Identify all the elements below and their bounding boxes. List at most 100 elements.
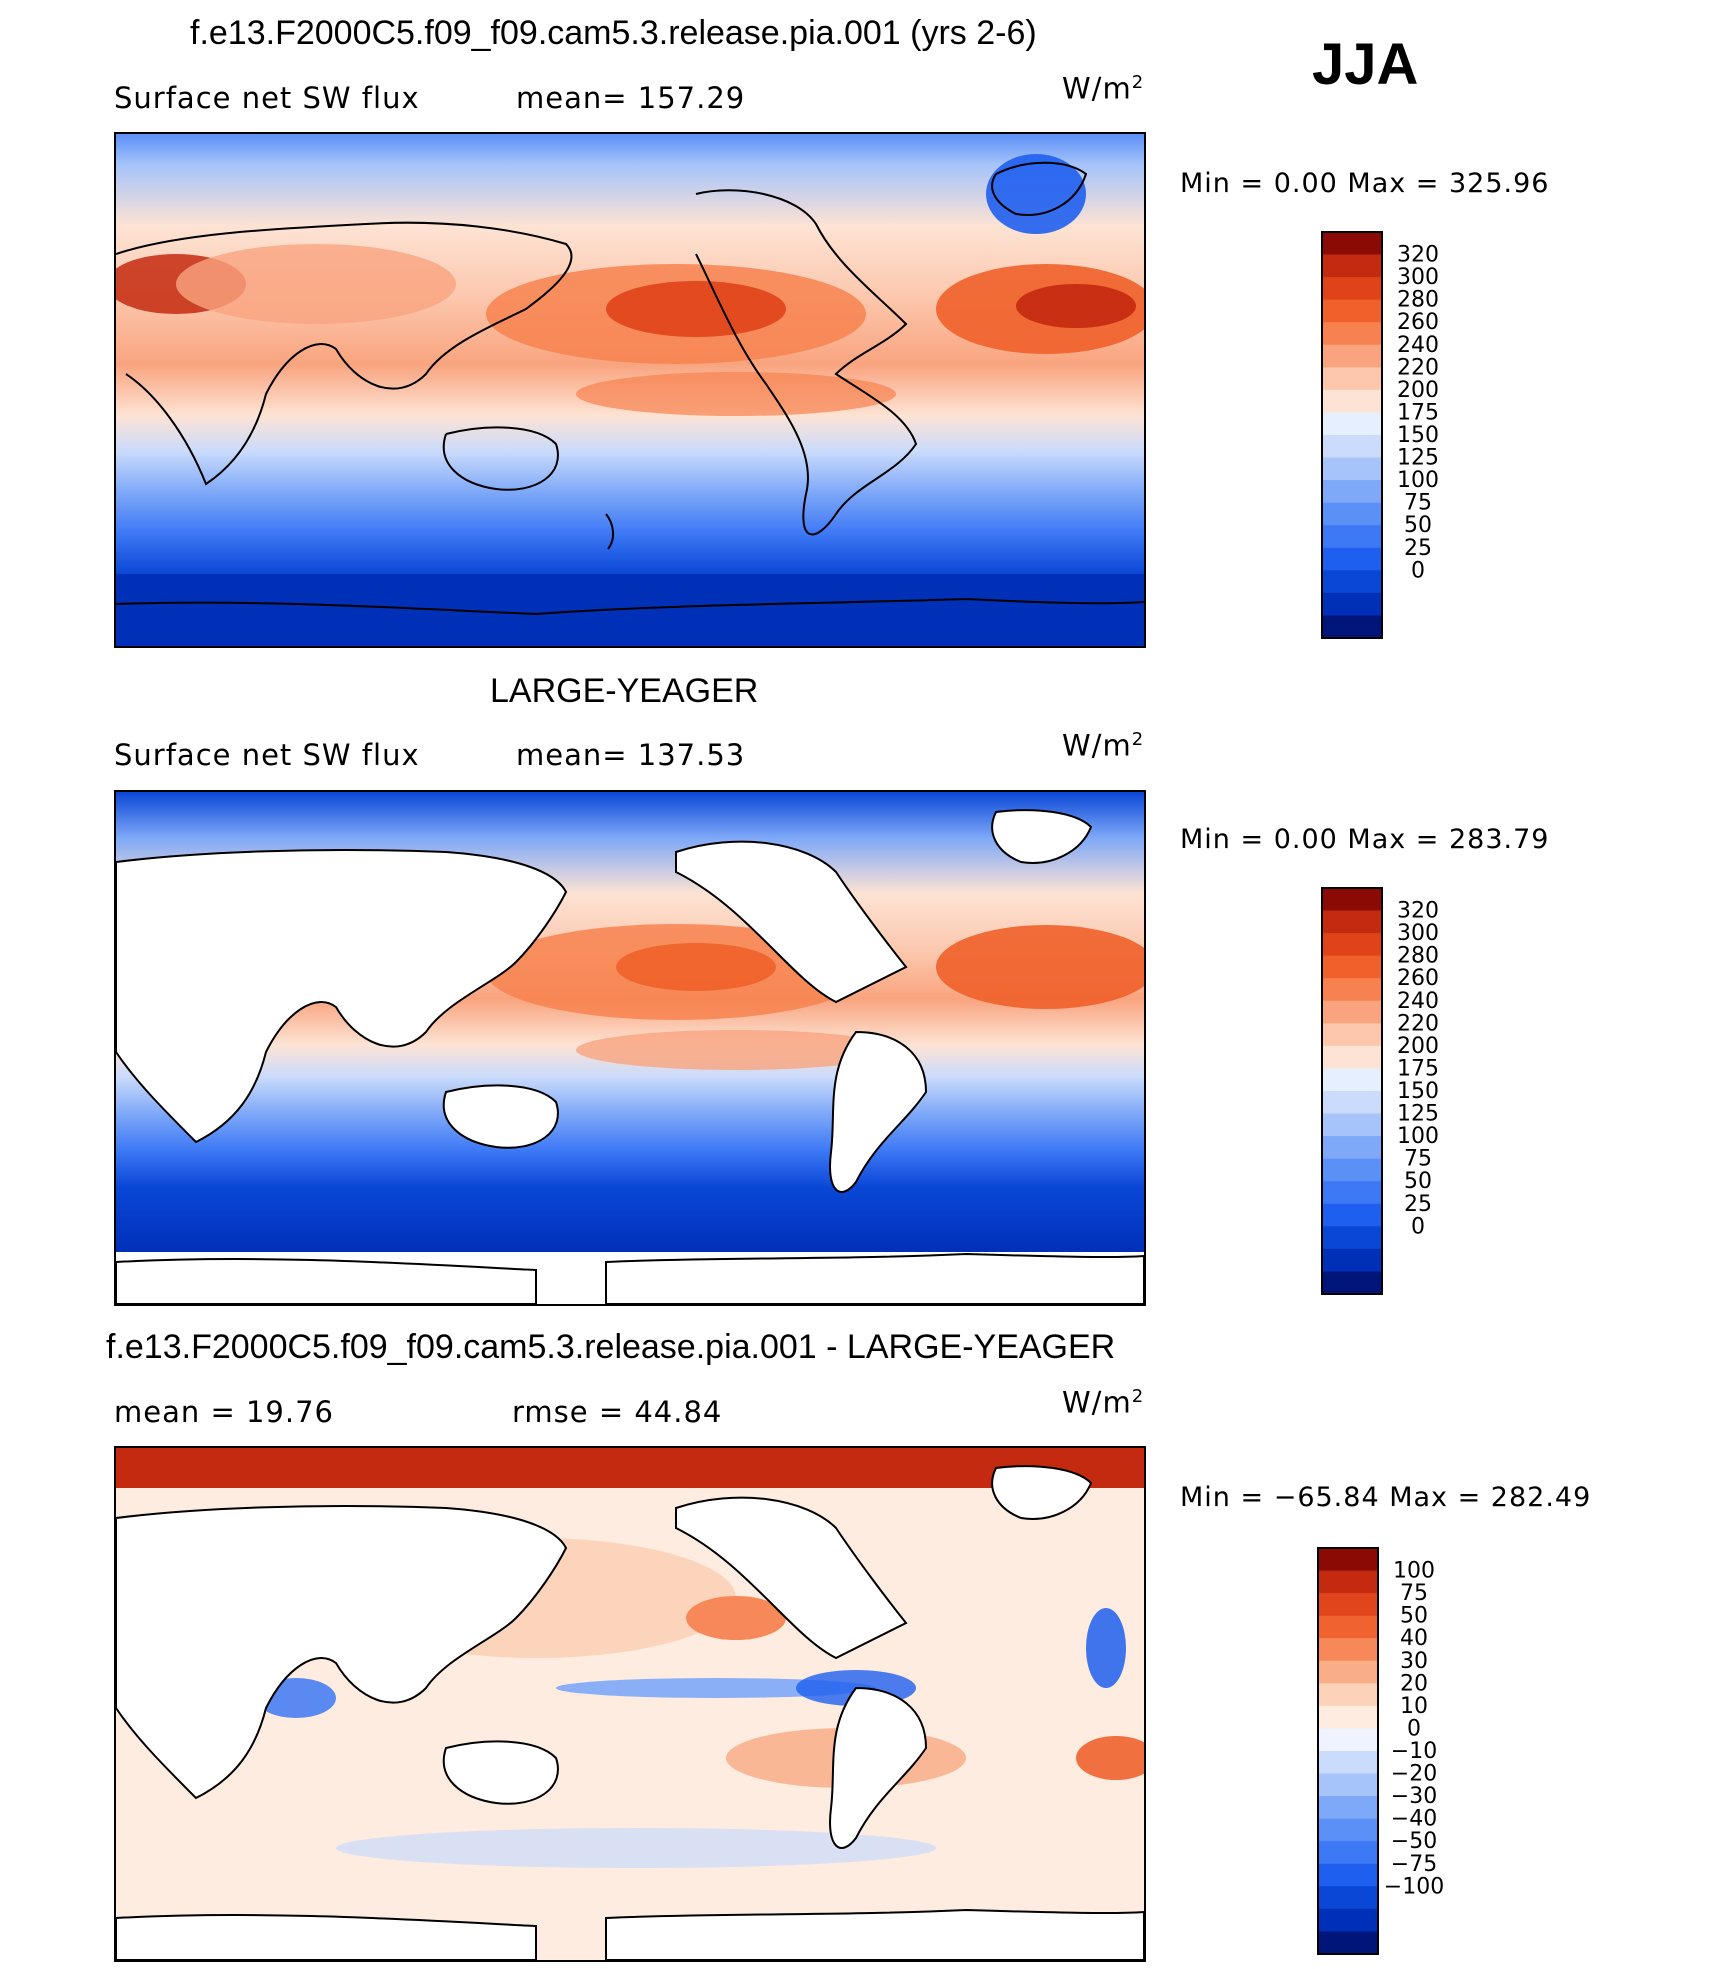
panel-1-colorbar-tick-label: 280 [1397, 288, 1439, 313]
panel-1-colorbar: 320 300 280 260 240 220 200 175 150 125 100 75 50 25 0 [1321, 231, 1522, 640]
panel-3-colorbar-tick-label: 0 [1407, 1716, 1421, 1741]
panel-3-colorbar-swatch [1318, 1660, 1378, 1684]
panel-1-title: f.e13.F2000C5.f09_f09.cam5.3.release.pia… [190, 14, 1037, 52]
panel-2-colorbar-tick-label: 220 [1397, 1011, 1439, 1036]
panel-3-colorbar-swatch [1318, 1548, 1378, 1572]
panel-1-field-label: Surface net SW flux [114, 81, 420, 115]
panel-3-colorbar: 100 75 50 40 30 20 10 0 −10 −20 −30 −40 −50 −75 −100 [1317, 1547, 1518, 1956]
panel-2-map [114, 790, 1146, 1306]
panel-3-colorbar-swatch [1318, 1593, 1378, 1617]
panel-3-colorbar-swatch [1318, 1773, 1378, 1797]
panel-1-colorbar-tick-label: 75 [1404, 491, 1432, 516]
panel-2-field-label: Surface net SW flux [114, 738, 420, 772]
panel-2-colorbar-tick-label: 75 [1404, 1147, 1432, 1172]
panel-2-colorbar-swatch [1322, 1203, 1382, 1227]
panel-3-colorbar-swatch [1318, 1751, 1378, 1775]
panel-1-colorbar-swatch [1322, 367, 1382, 391]
panel-1-colorbar-swatch [1322, 615, 1382, 639]
panel-3-colorbar-tick-label: −100 [1384, 1874, 1444, 1899]
panel-2-colorbar-swatch [1322, 1136, 1382, 1160]
panel-1-colorbar-swatch [1322, 389, 1382, 413]
panel-3-map [114, 1446, 1146, 1962]
panel-3-colorbar-swatch [1318, 1818, 1378, 1842]
panel-1-colorbar-tick-label: 300 [1397, 265, 1439, 290]
panel-3-colorbar-tick-label: 10 [1400, 1694, 1428, 1719]
panel-1-colorbar-swatch [1322, 547, 1382, 571]
panel-2-minmax: Min = 0.00 Max = 283.79 [1180, 824, 1550, 855]
panel-3-colorbar-swatch [1318, 1931, 1378, 1955]
panel-2-colorbar-swatch [1322, 1158, 1382, 1182]
panel-3-colorbar-swatch [1318, 1863, 1378, 1887]
panel-2-colorbar-tick-label: 25 [1404, 1192, 1432, 1217]
panel-1-colorbar-tick-label: 260 [1397, 310, 1439, 335]
panel-2-colorbar-swatch [1322, 1023, 1382, 1047]
panel-1-colorbar-swatch [1322, 457, 1382, 481]
panel-3-rmse-label: rmse = 44.84 [512, 1395, 723, 1429]
panel-2-mean-label: mean= 137.53 [516, 738, 746, 772]
panel-3-colorbar-tick-label: 20 [1400, 1671, 1428, 1696]
panel-3-title: f.e13.F2000C5.f09_f09.cam5.3.release.pia… [106, 1328, 1116, 1366]
panel-1-colorbar-swatch [1322, 592, 1382, 616]
panel-1-colorbar-border [1321, 231, 1383, 639]
panel-2-colorbar-border [1321, 887, 1383, 1295]
panel-2-colorbar-swatch [1322, 1113, 1382, 1137]
panel-2-colorbar-tick-label: 240 [1397, 989, 1439, 1014]
panel-1-map [114, 132, 1146, 648]
panel-1-colorbar-tick-label: 320 [1397, 243, 1439, 268]
panel-3-colorbar-swatch [1318, 1908, 1378, 1932]
panel-3-colorbar-swatch [1318, 1841, 1378, 1865]
panel-1-colorbar-tick-label: 50 [1404, 513, 1432, 538]
panel-3-colorbar-tick-label: 50 [1400, 1604, 1428, 1629]
panel-3-units: W/m2 [1062, 1385, 1145, 1420]
panel-1-colorbar-swatch [1322, 232, 1382, 256]
panel-1-minmax: Min = 0.00 Max = 325.96 [1180, 168, 1550, 199]
panel-2-colorbar-swatch [1322, 933, 1382, 957]
panel-2-colorbar-tick-label: 200 [1397, 1034, 1439, 1059]
panel-2-colorbar-swatch [1322, 1000, 1382, 1024]
panel-3-colorbar-swatch [1318, 1728, 1378, 1752]
panel-2-colorbar-tick-label: 300 [1397, 921, 1439, 946]
panel-2-colorbar-swatch [1322, 1248, 1382, 1272]
panel-3-colorbar-tick-label: −30 [1391, 1784, 1437, 1809]
panel-1-colorbar-swatch [1322, 525, 1382, 549]
panel-2-colorbar-tick-label: 175 [1397, 1056, 1439, 1081]
panel-1-colorbar-tick-label: 125 [1397, 446, 1439, 471]
panel-3-map-svg [116, 1448, 1144, 1960]
panel-1-colorbar-swatch [1322, 570, 1382, 594]
panel-3-colorbar-tick-label: 100 [1393, 1559, 1435, 1584]
panel-3-colorbar-border [1317, 1547, 1379, 1955]
panel-2-colorbar-tick-label: 50 [1404, 1169, 1432, 1194]
panel-2-units: W/m2 [1062, 728, 1145, 763]
panel-3-colorbar-tick-label: 75 [1400, 1581, 1428, 1606]
panel-2-colorbar-swatch [1322, 978, 1382, 1002]
panel-2-colorbar-tick-label: 150 [1397, 1079, 1439, 1104]
panel-1-colorbar-tick-label: 25 [1404, 536, 1432, 561]
season-label: JJA [1312, 32, 1419, 97]
panel-1-colorbar-tick-label: 0 [1411, 558, 1425, 583]
panel-2-colorbar-swatch [1322, 1045, 1382, 1069]
panel-2-map-svg [116, 792, 1144, 1304]
panel-1-colorbar-swatch [1322, 435, 1382, 459]
panel-3-colorbar-swatch [1318, 1886, 1378, 1910]
panel-1-mean-label: mean= 157.29 [516, 81, 746, 115]
panel-3-colorbar-tick-label: −40 [1391, 1807, 1437, 1832]
panel-2-colorbar-swatch [1322, 955, 1382, 979]
panel-1-colorbar-tick-label: 240 [1397, 333, 1439, 358]
panel-2-colorbar-swatch [1322, 910, 1382, 934]
panel-1-colorbar-swatch [1322, 322, 1382, 346]
panel-1-colorbar-tick-label: 150 [1397, 423, 1439, 448]
panel-2-colorbar-swatch [1322, 1271, 1382, 1295]
panel-1-colorbar-swatch [1322, 344, 1382, 368]
panel-1-colorbar-swatch [1322, 277, 1382, 301]
panel-3-colorbar-swatch [1318, 1570, 1378, 1594]
panel-3-colorbar-tick-label: −50 [1391, 1829, 1437, 1854]
panel-2-colorbar-tick-label: 260 [1397, 966, 1439, 991]
panel-2-colorbar-tick-label: 0 [1411, 1214, 1425, 1239]
panel-1-map-svg [116, 134, 1144, 646]
panel-2-title: LARGE-YEAGER [490, 672, 759, 710]
panel-1-colorbar-swatch [1322, 412, 1382, 436]
panel-3-colorbar-swatch [1318, 1638, 1378, 1662]
panel-2-colorbar-tick-label: 280 [1397, 944, 1439, 969]
